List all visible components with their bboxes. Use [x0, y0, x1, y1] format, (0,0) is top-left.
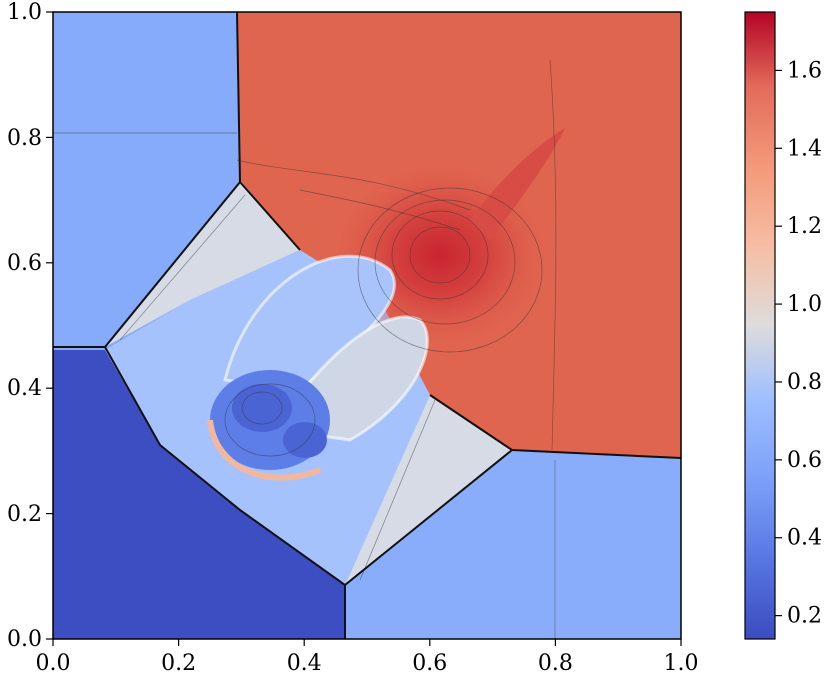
colorbar-tick-label: 1.4: [787, 136, 822, 161]
colorbar-gradient: [744, 11, 776, 640]
x-tick-label: 1.0: [664, 651, 699, 676]
region-lower-right: [345, 450, 681, 639]
x-tick-label: 0.0: [36, 651, 71, 676]
x-axis: 0.0 0.2 0.4 0.6 0.8 1.0: [36, 639, 699, 676]
x-tick-label: 0.6: [412, 651, 447, 676]
y-axis: 0.0 0.2 0.4 0.6 0.8 1.0: [7, 0, 53, 652]
colorbar-tick-label: 1.2: [787, 214, 822, 239]
y-tick-label: 0.4: [7, 376, 42, 401]
y-tick-label: 0.8: [7, 126, 42, 151]
plot-frame: [52, 11, 682, 640]
colorbar: 0.2 0.4 0.6 0.8 1.0 1.2 1.4 1.6: [744, 11, 822, 640]
region-lower-left: [53, 350, 345, 639]
vortex-rim: [207, 419, 322, 481]
colorbar-tick-label: 0.2: [787, 604, 822, 629]
y-tick-label: 0.0: [7, 627, 42, 652]
x-tick-label: 0.2: [161, 651, 196, 676]
vortex-inner-right: [283, 422, 327, 458]
x-tick-label: 0.8: [538, 651, 573, 676]
y-tick-label: 1.0: [7, 0, 42, 25]
field: [53, 12, 681, 639]
spike-jet: [470, 128, 565, 240]
shock-lines: [53, 12, 681, 639]
colorbar-tick-label: 1.0: [787, 292, 822, 317]
x-tick-label: 0.4: [287, 651, 322, 676]
y-tick-label: 0.2: [7, 502, 42, 527]
region-bottom-triangle: [345, 395, 512, 585]
colorbar-tick-label: 0.4: [787, 526, 822, 551]
y-tick-label: 0.6: [7, 251, 42, 276]
colorbar-ticks: 0.2 0.4 0.6 0.8 1.0 1.2 1.4 1.6: [775, 58, 822, 629]
colorbar-tick-label: 0.6: [787, 448, 822, 473]
vortex-inner: [232, 384, 292, 432]
colorbar-tick-label: 0.8: [787, 370, 822, 395]
colorbar-tick-label: 1.6: [787, 58, 822, 83]
region-left-triangle: [105, 183, 300, 347]
